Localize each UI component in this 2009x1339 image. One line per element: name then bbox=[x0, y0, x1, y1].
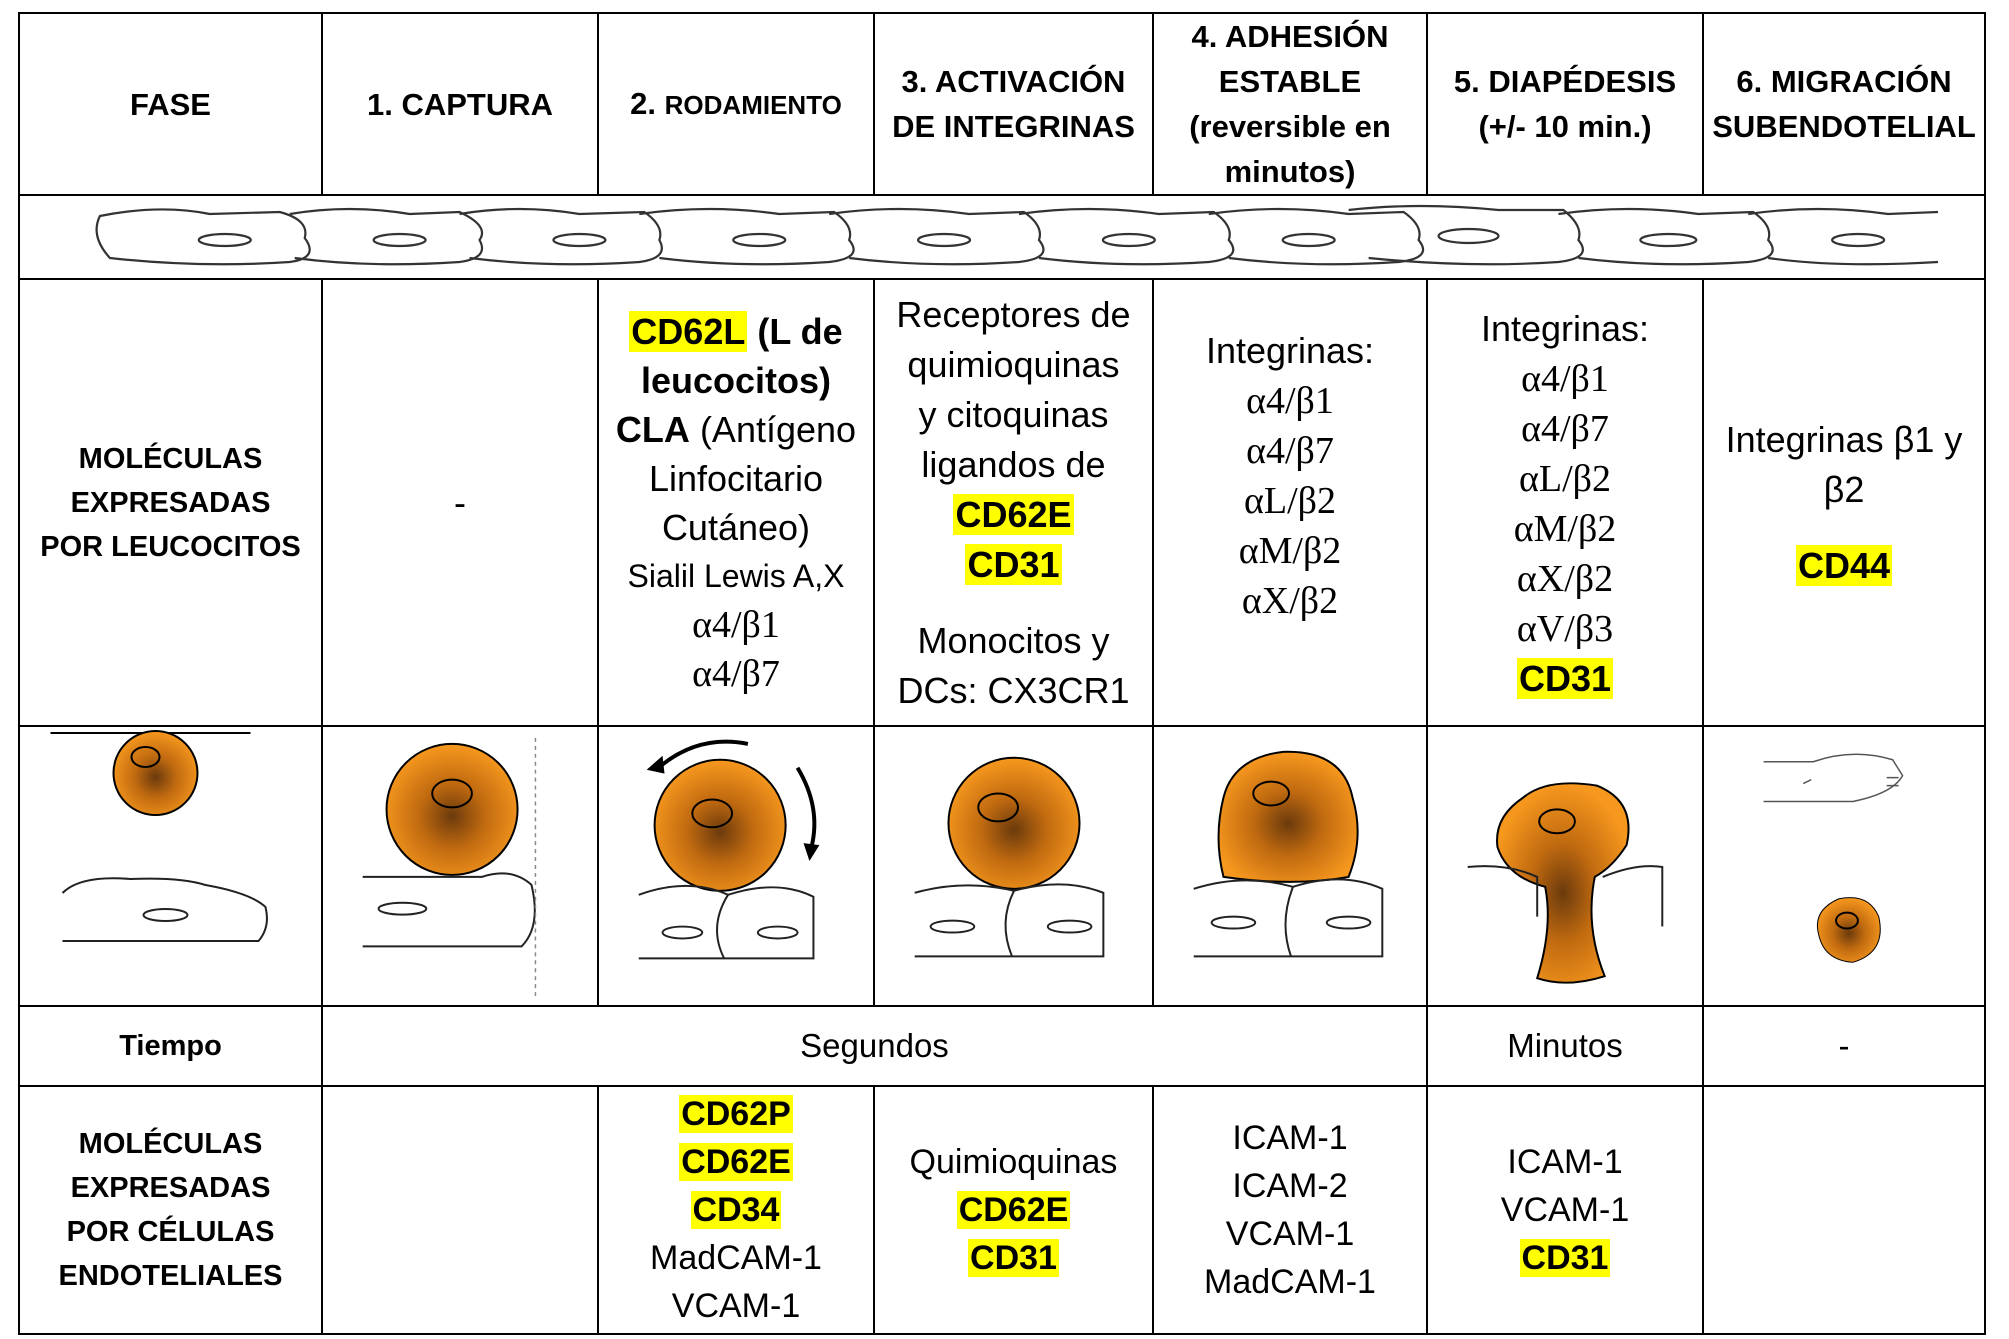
rolling-leukocyte-illustration bbox=[638, 739, 820, 960]
adhesion-cascade-table: FASE 1. CAPTURA 2. RODAMIENTO 3. ACTIVAC… bbox=[18, 12, 1986, 1335]
highlight-cd31: CD31 bbox=[965, 543, 1062, 585]
free-leukocyte-illustration bbox=[50, 730, 268, 942]
illustration-fase bbox=[18, 725, 323, 1007]
captured-leukocyte-illustration bbox=[362, 737, 537, 997]
firmly-adhered-leukocyte-illustration bbox=[1193, 750, 1384, 958]
endothelial-activacion-cell: Quimioquinas CD62E CD31 bbox=[873, 1085, 1154, 1335]
endothelial-molecules-label: MOLÉCULAS EXPRESADAS POR CÉLULAS ENDOTEL… bbox=[18, 1085, 323, 1335]
header-activacion: 3. ACTIVACIÓN DE INTEGRINAS bbox=[873, 12, 1154, 196]
header-fase: FASE bbox=[18, 12, 323, 196]
highlight-cd31-diapedesis: CD31 bbox=[1516, 658, 1614, 699]
endothelium-strip-illustration bbox=[95, 204, 1939, 266]
header-migracion: 6. MIGRACIÓN SUBENDOTELIAL bbox=[1702, 12, 1986, 196]
endothelium-strip-cell bbox=[18, 194, 1986, 280]
highlight-cd34: CD34 bbox=[690, 1191, 782, 1229]
highlight-cd62e-endo: CD62E bbox=[679, 1143, 793, 1181]
tiempo-minutos-cell: Minutos bbox=[1426, 1005, 1704, 1087]
leukocyte-adhesion-cell: Integrinas: α4/β1 α4/β7 αL/β2 αM/β2 αX/β… bbox=[1152, 278, 1428, 727]
tiempo-label: Tiempo bbox=[18, 1005, 323, 1087]
header-adhesion: 4. ADHESIÓN ESTABLE (reversible en minut… bbox=[1152, 12, 1428, 196]
header-captura: 1. CAPTURA bbox=[321, 12, 599, 196]
endothelial-rodamiento-cell: CD62P CD62E CD34 MadCAM-1 VCAM-1 bbox=[597, 1085, 875, 1335]
leukocyte-activacion-cell: Receptores de quimioquinas y citoquinas … bbox=[873, 278, 1154, 727]
endothelium-strip-row bbox=[18, 194, 1986, 280]
highlight-cd44: CD44 bbox=[1795, 544, 1893, 586]
diapedesis-leukocyte-illustration bbox=[1467, 782, 1664, 984]
highlight-cd62e: CD62E bbox=[953, 493, 1074, 535]
leukocyte-migracion-cell: Integrinas β1 y β2 CD44 bbox=[1702, 278, 1986, 727]
leukocyte-molecules-row: MOLÉCULAS EXPRESADAS POR LEUCOCITOS - CD… bbox=[18, 278, 1986, 727]
leukocyte-captura-cell: - bbox=[321, 278, 599, 727]
highlight-cd31-endo-diap: CD31 bbox=[1519, 1239, 1611, 1277]
header-rodamiento: 2. RODAMIENTO bbox=[597, 12, 875, 196]
endothelial-adhesion-cell: ICAM-1 ICAM-2 VCAM-1 MadCAM-1 bbox=[1152, 1085, 1428, 1335]
tiempo-migracion-cell: - bbox=[1702, 1005, 1986, 1087]
header-diapedesis: 5. DIAPÉDESIS (+/- 10 min.) bbox=[1426, 12, 1704, 196]
migrating-leukocyte-illustration bbox=[1763, 753, 1904, 963]
highlight-cd62e-endo-act: CD62E bbox=[956, 1191, 1071, 1229]
endothelial-migracion-cell bbox=[1702, 1085, 1986, 1335]
header-row: FASE 1. CAPTURA 2. RODAMIENTO 3. ACTIVAC… bbox=[18, 12, 1986, 196]
leukocyte-diapedesis-cell: Integrinas: α4/β1 α4/β7 αL/β2 αM/β2 αX/β… bbox=[1426, 278, 1704, 727]
endothelial-diapedesis-cell: ICAM-1 VCAM-1 CD31 bbox=[1426, 1085, 1704, 1335]
endothelial-captura-cell bbox=[321, 1085, 599, 1335]
activated-leukocyte-illustration bbox=[914, 756, 1105, 958]
endothelial-molecules-row: MOLÉCULAS EXPRESADAS POR CÉLULAS ENDOTEL… bbox=[18, 1085, 1986, 1335]
illustration-diapedesis bbox=[1426, 725, 1704, 1007]
illustration-migracion bbox=[1702, 725, 1986, 1007]
illustration-activacion bbox=[873, 725, 1154, 1007]
illustration-adhesion bbox=[1152, 725, 1428, 1007]
illustration-rodamiento bbox=[597, 725, 875, 1007]
illustration-captura bbox=[321, 725, 599, 1007]
leukocyte-molecules-label: MOLÉCULAS EXPRESADAS POR LEUCOCITOS bbox=[18, 278, 323, 727]
leukocyte-rodamiento-cell: CD62L (L de leucocitos) CLA (Antígeno Li… bbox=[597, 278, 875, 727]
highlight-cd31-endo-act: CD31 bbox=[968, 1239, 1059, 1277]
tiempo-segundos-cell: Segundos bbox=[321, 1005, 1428, 1087]
highlight-cd62p: CD62P bbox=[679, 1095, 793, 1133]
highlight-cd62l: CD62L bbox=[629, 310, 748, 352]
tiempo-row: Tiempo Segundos Minutos - bbox=[18, 1005, 1986, 1087]
illustration-row bbox=[18, 725, 1986, 1007]
